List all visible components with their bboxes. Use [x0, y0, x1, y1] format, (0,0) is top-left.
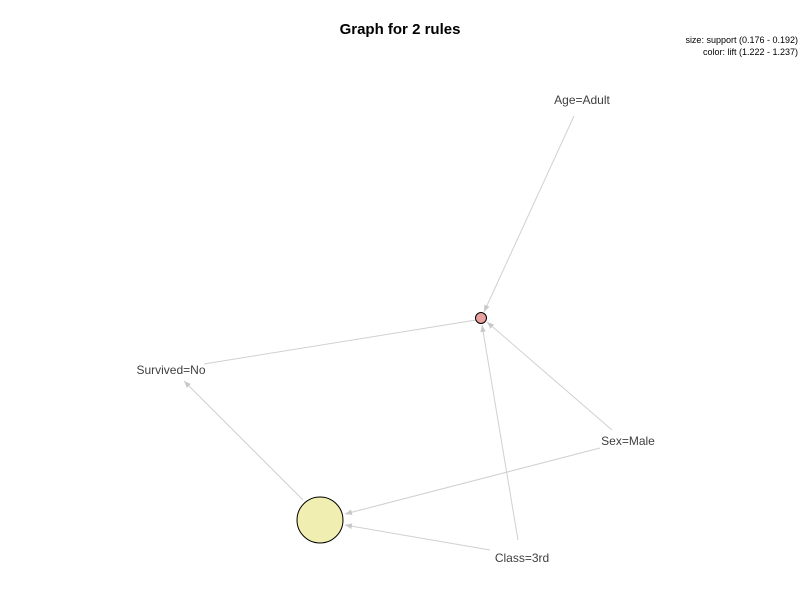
edge-rule-large-to-survived-no — [183, 380, 304, 501]
item-label-age-adult[interactable]: Age=Adult — [554, 93, 610, 107]
item-label-survived-no[interactable]: Survived=No — [136, 363, 205, 377]
edge-class-3rd-to-rule-small — [480, 324, 519, 541]
edge-rule-small-to-survived-no — [203, 319, 477, 365]
edge-sex-male-to-rule-large — [344, 447, 601, 515]
edge-sex-male-to-rule-small — [486, 321, 613, 431]
rule-node-large[interactable] — [296, 496, 344, 544]
legend-color: color: lift (1.222 - 1.237) — [703, 47, 798, 57]
graph-title: Graph for 2 rules — [340, 21, 461, 38]
legend-size: size: support (0.176 - 0.192) — [685, 35, 798, 45]
edge-age-adult-to-rule-small — [483, 115, 575, 313]
item-label-sex-male[interactable]: Sex=Male — [601, 434, 655, 448]
item-label-class-3rd[interactable]: Class=3rd — [495, 551, 549, 565]
rule-node-small[interactable] — [475, 312, 487, 324]
edge-class-3rd-to-rule-large — [344, 523, 491, 551]
